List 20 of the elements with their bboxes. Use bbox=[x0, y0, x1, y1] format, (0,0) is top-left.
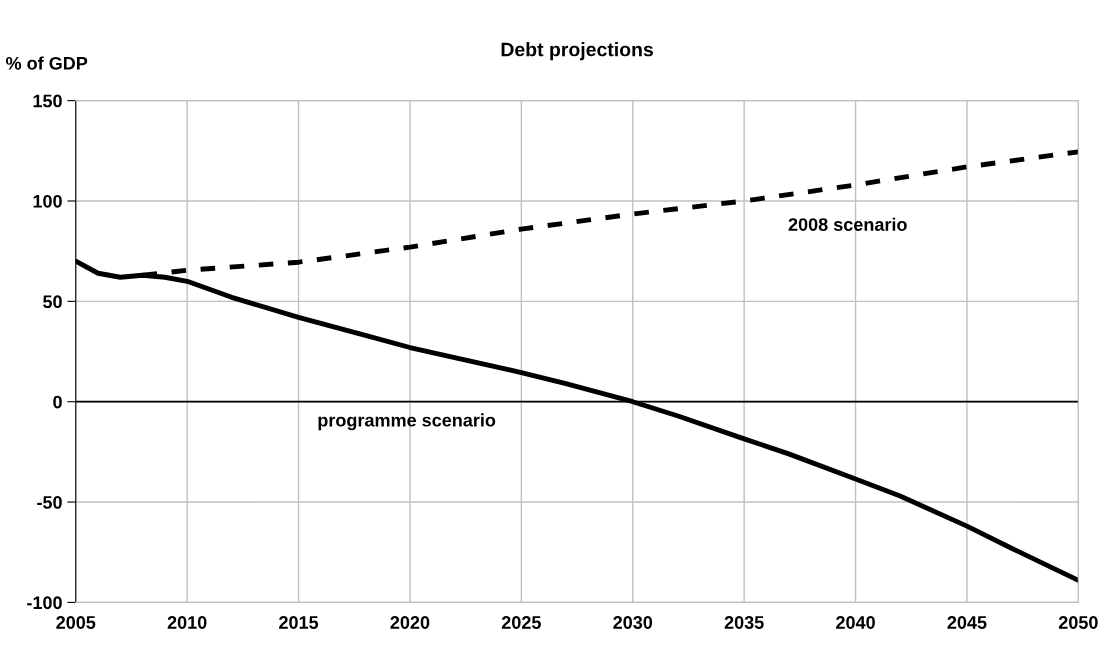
x-tick-label: 2035 bbox=[724, 616, 764, 629]
y-tick-label: 50 bbox=[43, 295, 62, 309]
x-tick-label: 2005 bbox=[56, 616, 96, 629]
x-tick-label: 2010 bbox=[167, 616, 207, 629]
x-tick-label: 2020 bbox=[390, 616, 430, 629]
y-tick-label: 0 bbox=[53, 395, 62, 409]
x-tick-label: 2040 bbox=[836, 616, 875, 629]
x-tick-label: 2050 bbox=[1058, 616, 1098, 629]
chart-title: Debt projections bbox=[501, 42, 653, 61]
x-tick-label: 2025 bbox=[501, 616, 541, 629]
y-tick-label: -50 bbox=[37, 496, 62, 509]
series-label: 2008 scenario bbox=[788, 217, 907, 231]
y-axis-title: % of GDP bbox=[6, 56, 88, 70]
text: programme scenario bbox=[318, 413, 496, 431]
x-tick-label: 2045 bbox=[947, 616, 987, 629]
y-tick-label: 100 bbox=[33, 194, 62, 208]
y-tick-label: -100 bbox=[27, 596, 62, 610]
x-tick-label: 2030 bbox=[613, 616, 653, 629]
y-tick-label: 150 bbox=[33, 94, 62, 108]
x-tick-label: 2015 bbox=[279, 616, 319, 629]
